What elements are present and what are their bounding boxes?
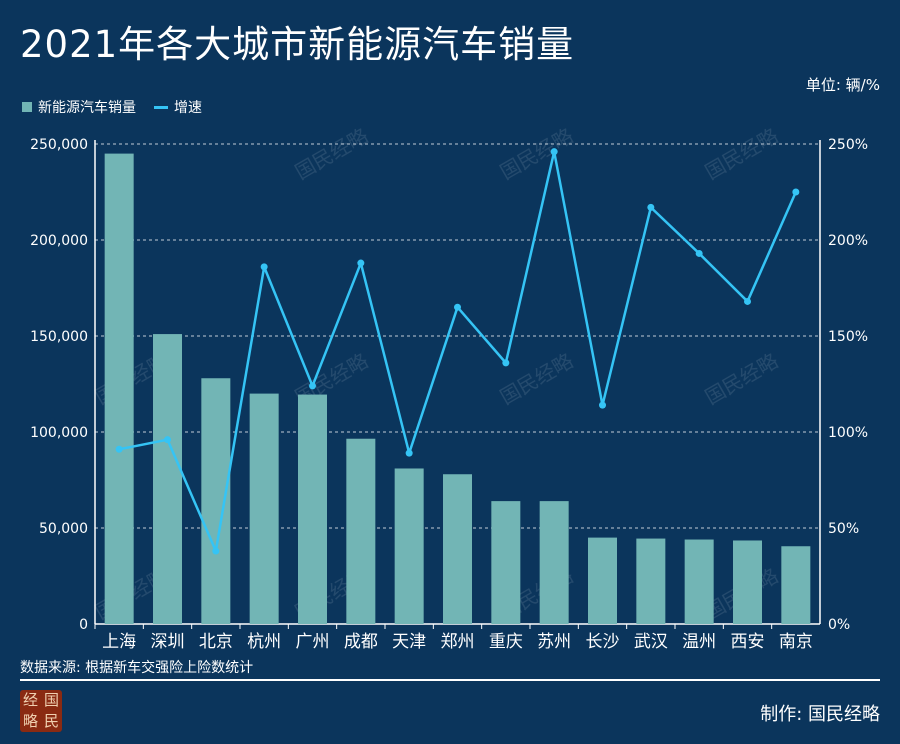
growth-point	[260, 263, 268, 271]
growth-point	[550, 148, 558, 156]
growth-point	[695, 249, 703, 257]
y-right-tick-label: 50%	[828, 521, 859, 537]
x-tick-label: 成都	[344, 632, 378, 652]
y-left-tick-label: 200,000	[30, 233, 88, 249]
x-tick-label: 广州	[296, 632, 330, 652]
unit-label: 单位: 辆/%	[805, 76, 880, 94]
bar	[153, 334, 182, 624]
y-right-tick-label: 150%	[828, 329, 868, 345]
bar	[636, 538, 666, 624]
watermark-text: 国民经略	[701, 349, 782, 410]
logo-char: 民	[43, 712, 59, 730]
x-tick-label: 天津	[392, 632, 426, 652]
y-left-tick-label: 100,000	[30, 425, 88, 441]
growth-point	[357, 259, 365, 267]
x-tick-label: 深圳	[151, 632, 185, 652]
legend-line-swatch	[154, 105, 168, 109]
y-right-tick-label: 250%	[828, 137, 868, 153]
growth-point	[212, 547, 220, 555]
growth-point	[647, 203, 655, 211]
bar	[443, 474, 472, 624]
y-right-tick-label: 200%	[828, 233, 868, 249]
bar	[491, 501, 521, 624]
footer-divider	[20, 679, 880, 681]
bar	[539, 501, 569, 624]
logo-char: 国	[43, 691, 59, 709]
watermark-text: 国民经略	[496, 124, 577, 185]
y-left-tick-label: 250,000	[30, 137, 88, 153]
bar	[684, 539, 714, 624]
bar	[588, 537, 617, 624]
legend-line-label: 增速	[174, 100, 202, 116]
credit: 制作: 国民经略	[760, 704, 880, 725]
growth-point	[792, 188, 800, 196]
x-tick-label: 西安	[731, 632, 765, 652]
x-tick-label: 温州	[682, 632, 716, 652]
x-tick-label: 郑州	[441, 632, 475, 652]
y-left-tick-label: 150,000	[30, 329, 88, 345]
watermark-text: 国民经略	[701, 124, 782, 185]
x-tick-label: 武汉	[634, 632, 668, 652]
bar	[346, 438, 376, 624]
y-right-tick-label: 0%	[828, 617, 850, 633]
x-tick-label: 苏州	[537, 632, 571, 652]
growth-point	[599, 401, 606, 409]
bar	[201, 378, 231, 624]
bar	[733, 540, 762, 624]
growth-point	[454, 303, 461, 311]
bar	[781, 546, 811, 624]
growth-point	[115, 445, 123, 453]
bar	[394, 468, 424, 624]
logo-char: 经	[22, 691, 38, 709]
bar	[104, 153, 134, 624]
legend-bar-label: 新能源汽车销量	[38, 100, 136, 116]
data-source: 数据来源: 根据新车交强险上险数统计	[20, 660, 254, 676]
growth-point	[309, 382, 316, 390]
y-right-tick-label: 100%	[828, 425, 868, 441]
growth-point	[502, 359, 510, 367]
logo-char: 略	[22, 712, 38, 730]
chart-title: 2021年各大城市新能源汽车销量	[20, 23, 575, 66]
y-left-tick-label: 50,000	[39, 521, 88, 537]
bar	[298, 394, 327, 624]
x-tick-label: 上海	[102, 632, 136, 652]
growth-point	[744, 297, 751, 305]
x-tick-label: 长沙	[586, 632, 620, 652]
y-left-tick-label: 0	[79, 617, 88, 633]
x-tick-label: 北京	[199, 632, 233, 652]
bar	[249, 393, 279, 624]
x-tick-label: 重庆	[489, 632, 523, 652]
growth-point	[405, 449, 413, 457]
x-tick-label: 南京	[779, 632, 813, 652]
x-tick-label: 杭州	[247, 632, 281, 652]
brand-logo: 经 国 略 民	[20, 690, 62, 732]
legend: 新能源汽车销量 增速	[22, 97, 202, 117]
growth-point	[164, 436, 171, 444]
legend-bar-swatch	[22, 102, 32, 112]
watermark-text: 国民经略	[291, 124, 372, 185]
